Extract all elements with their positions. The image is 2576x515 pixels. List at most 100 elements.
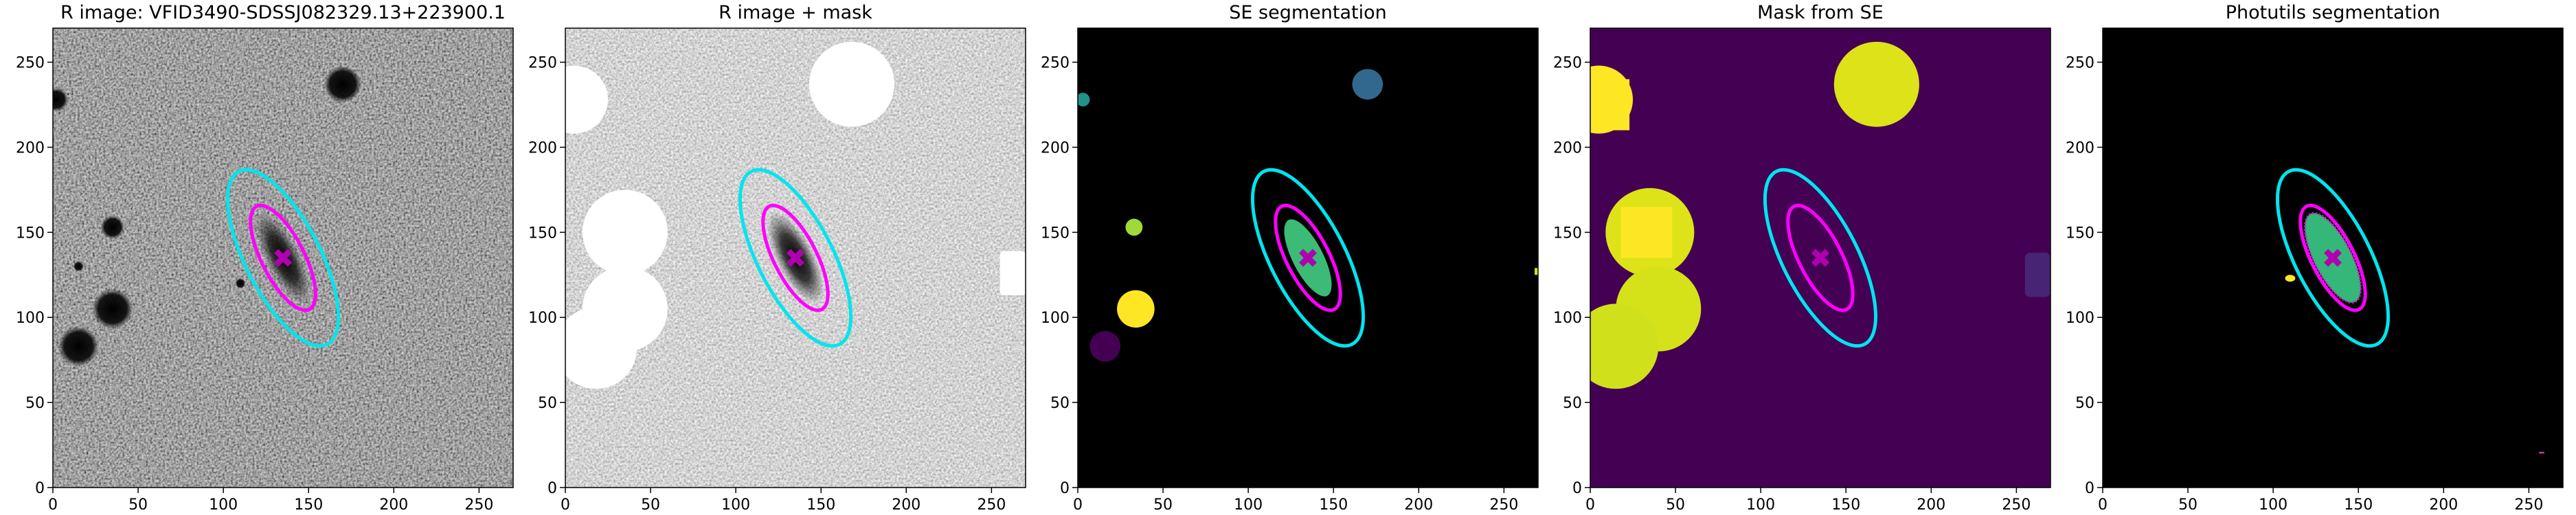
image-content <box>2103 28 2563 488</box>
y-tick-label: 250 <box>528 55 557 72</box>
mask-region <box>999 251 1026 296</box>
y-tick-label: 150 <box>528 225 557 242</box>
center-marker <box>1299 249 1317 267</box>
y-tick-label: 100 <box>1041 310 1070 327</box>
mask-region <box>1598 79 1630 130</box>
aperture-inner <box>2298 203 2367 312</box>
x-tick-label: 250 <box>977 496 1006 514</box>
panel: R image + mask 0 50 100 150 200 250 0 50 100 150 20… <box>528 2 1026 514</box>
y-tick-label: 50 <box>1050 395 1070 412</box>
panel-title: SE segmentation <box>1229 2 1386 23</box>
image-content <box>53 28 513 488</box>
image-content <box>1078 28 1538 488</box>
y-tick-label: 50 <box>2075 395 2094 412</box>
y-tick-label: 150 <box>1553 225 1582 242</box>
y-tick-label: 250 <box>2066 55 2094 72</box>
image <box>1078 28 1538 488</box>
x-tick-label: 150 <box>1319 496 1348 514</box>
x-tick-label: 250 <box>2514 496 2543 514</box>
y-tick-label: 100 <box>1553 310 1582 327</box>
image <box>53 28 513 488</box>
mask-region <box>2024 253 2050 297</box>
y-tick-label: 150 <box>2066 225 2094 242</box>
x-tick-label: 100 <box>721 496 750 514</box>
panel: SE segmentation 0 50 100 150 200 250 0 50 100 150 2… <box>1041 2 1539 514</box>
aperture-outer <box>1763 168 1878 348</box>
segment <box>2285 275 2296 282</box>
y-tick-label: 200 <box>16 139 45 157</box>
image-content <box>1590 28 2050 488</box>
y-tick-label: 50 <box>538 395 557 412</box>
y-tick-label: 0 <box>35 480 45 497</box>
x-tick-label: 150 <box>294 496 323 514</box>
y-tick-label: 100 <box>16 310 45 327</box>
x-tick-label: 200 <box>1404 496 1433 514</box>
aperture-outer <box>2275 168 2391 348</box>
center-marker <box>1811 249 1829 267</box>
aperture-outer <box>738 168 853 348</box>
x-tick-label: 200 <box>1917 496 1945 514</box>
x-tick-label: 50 <box>1666 496 1685 514</box>
mask-region <box>1590 304 1659 389</box>
x-tick-label: 0 <box>2098 496 2108 514</box>
y-tick-label: 200 <box>528 139 557 157</box>
x-tick-label: 0 <box>48 496 58 514</box>
panel: Mask from SE 0 50 100 150 200 250 0 50 100 150 200 2… <box>1553 2 2051 514</box>
panel-title: R image: VFID3490-SDSSJ082329.13+223900.… <box>60 2 506 23</box>
center-marker <box>274 249 292 267</box>
y-tick-label: 100 <box>528 310 557 327</box>
panel-title: Mask from SE <box>1757 2 1884 23</box>
y-tick-label: 200 <box>2066 139 2094 157</box>
y-tick-label: 0 <box>1060 480 1070 497</box>
mask-region <box>565 65 609 134</box>
aperture-outer <box>1250 168 1366 348</box>
mask-region <box>1620 207 1673 258</box>
mask-region <box>565 307 637 389</box>
source <box>324 65 362 104</box>
y-tick-label: 100 <box>2066 310 2094 327</box>
image <box>1590 28 2050 488</box>
aperture-inner <box>761 203 830 312</box>
mask-region <box>1833 41 1919 127</box>
segment <box>1089 331 1121 362</box>
axes-frame <box>2102 27 2564 488</box>
image <box>565 28 1026 488</box>
image <box>2103 28 2563 488</box>
aperture-inner <box>249 203 317 312</box>
segment <box>1125 218 1143 236</box>
x-tick-label: 0 <box>1073 496 1083 514</box>
x-tick-label: 200 <box>2429 496 2458 514</box>
y-tick-label: 0 <box>2085 480 2094 497</box>
segment <box>1352 69 1383 100</box>
mask-region <box>582 190 668 275</box>
y-tick-label: 0 <box>1572 480 1582 497</box>
y-tick-label: 250 <box>16 55 45 72</box>
y-tick-label: 200 <box>1041 139 1070 157</box>
x-tick-label: 100 <box>209 496 238 514</box>
x-tick-label: 200 <box>892 496 920 514</box>
x-tick-label: 150 <box>806 496 835 514</box>
y-tick-label: 150 <box>16 225 45 242</box>
x-tick-label: 50 <box>1153 496 1173 514</box>
axes-frame <box>1590 27 2051 488</box>
y-tick-label: 0 <box>547 480 557 497</box>
image-content <box>565 28 1026 488</box>
source <box>100 215 125 240</box>
x-tick-label: 250 <box>2002 496 2031 514</box>
source <box>73 261 84 272</box>
x-tick-label: 0 <box>561 496 570 514</box>
mask-region <box>809 41 894 127</box>
center-marker <box>2324 249 2342 267</box>
x-tick-label: 50 <box>641 496 660 514</box>
segment <box>1117 290 1155 328</box>
x-tick-label: 150 <box>2344 496 2373 514</box>
y-tick-label: 50 <box>25 395 45 412</box>
center-marker <box>787 249 804 267</box>
x-tick-label: 250 <box>1489 496 1518 514</box>
panel: Photutils segmentation 0 50 100 150 200 250 0 50… <box>2066 2 2564 514</box>
y-tick-label: 250 <box>1553 55 1582 72</box>
x-tick-label: 150 <box>1831 496 1860 514</box>
axes-frame <box>52 27 514 488</box>
axes-frame <box>1077 27 1539 488</box>
